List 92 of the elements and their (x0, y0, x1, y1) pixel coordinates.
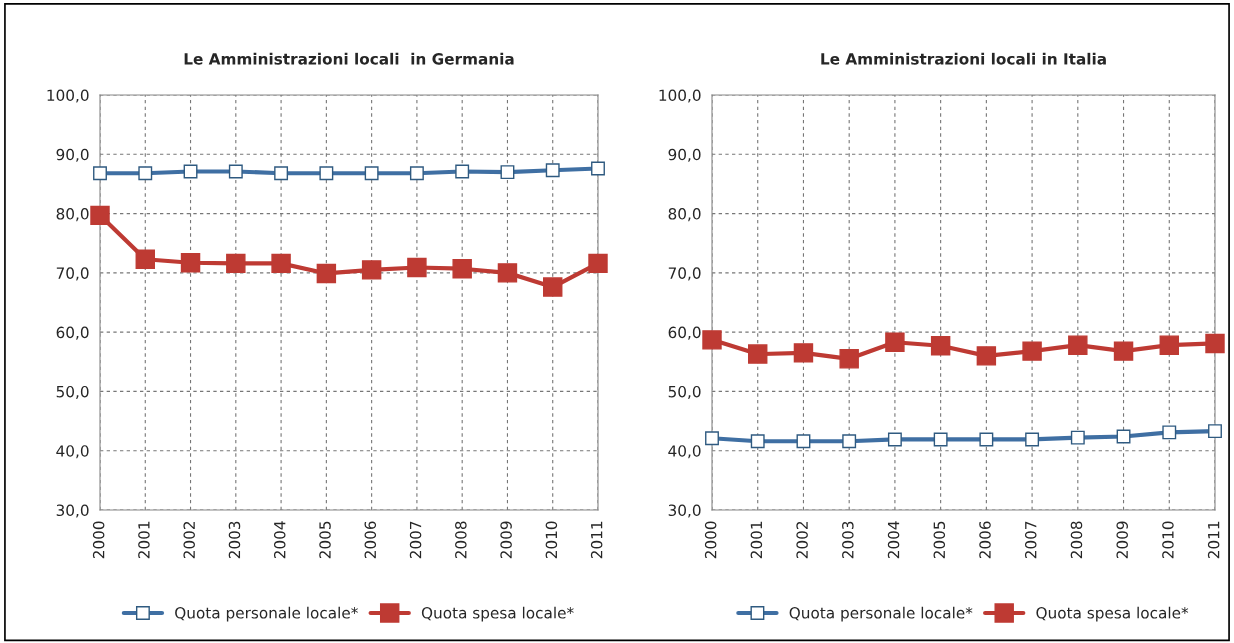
point (976, 346, 997, 366)
point (361, 260, 382, 280)
point (500, 165, 515, 180)
y-tick-label: 30,0 (668, 504, 701, 518)
x-tick-label: 2008 (455, 521, 467, 559)
x-tick-label: 2003 (228, 521, 241, 559)
legend-label: Quota spesa locale* (1036, 606, 1189, 622)
point (135, 249, 155, 269)
y-tick-label: 60,0 (56, 326, 89, 340)
point (793, 343, 814, 363)
x-tick-label: 2003 (842, 521, 854, 559)
y-tick-label: 50,0 (668, 385, 701, 400)
point (796, 434, 811, 449)
y-tick-label: 60,0 (668, 326, 701, 340)
point (93, 166, 107, 181)
y-tick-label: 40,0 (56, 445, 89, 459)
point (748, 344, 768, 364)
point (1025, 432, 1040, 447)
point (842, 434, 857, 449)
point (180, 253, 201, 273)
point (364, 166, 379, 181)
y-tick-label: 40,0 (668, 445, 701, 459)
point (228, 164, 243, 179)
point (933, 432, 948, 447)
point (702, 330, 722, 350)
chart-title: Le Amministrazioni locali in Germania (184, 52, 514, 65)
x-tick-label: 2010 (1162, 521, 1174, 559)
x-tick-label: 2011 (1207, 521, 1220, 559)
x-tick-label: 2001 (750, 521, 763, 559)
point (543, 277, 563, 297)
point (591, 161, 605, 176)
y-tick-label: 90,0 (56, 148, 89, 162)
y-tick-label: 50,0 (56, 385, 89, 400)
x-tick-label: 2002 (796, 521, 808, 559)
x-tick-label: 2004 (273, 521, 286, 559)
x-tick-label: 2008 (1070, 521, 1083, 559)
y-tick-label: 80,0 (668, 208, 701, 222)
point (316, 263, 337, 284)
point (885, 332, 905, 352)
point (705, 431, 719, 446)
point (930, 336, 951, 356)
x-tick-label: 2007 (1024, 521, 1037, 559)
legend-label: Quota personale locale* (789, 606, 973, 622)
legend-label: Quota personale locale* (175, 606, 358, 622)
point (1159, 335, 1179, 355)
y-tick-label: 100,0 (47, 89, 89, 103)
point (138, 166, 153, 181)
point (1022, 341, 1042, 361)
chart-title: Le Amministrazioni locali in Italia (821, 52, 1106, 65)
x-tick-label: 2006 (979, 521, 991, 559)
x-tick-label: 2000 (92, 521, 105, 559)
legend-label: Quota spesa locale* (421, 606, 574, 622)
x-tick-label: 2007 (409, 521, 422, 559)
point (979, 432, 994, 447)
y-tick-label: 80,0 (56, 208, 89, 222)
point (588, 253, 608, 274)
point (271, 253, 291, 274)
point (1205, 333, 1225, 354)
x-tick-label: 2004 (887, 521, 900, 559)
point (1068, 335, 1088, 355)
point (409, 166, 424, 181)
point (545, 163, 560, 178)
point (1070, 430, 1085, 445)
point (455, 164, 470, 179)
point (226, 253, 246, 274)
point (452, 258, 472, 279)
y-tick-label: 30,0 (56, 504, 89, 518)
y-tick-label: 70,0 (56, 267, 89, 281)
x-tick-label: 2011 (590, 521, 603, 559)
point (274, 166, 289, 181)
point (319, 166, 334, 181)
x-tick-label: 2005 (319, 521, 331, 559)
point (887, 432, 902, 447)
point (839, 349, 859, 369)
x-tick-label: 2001 (138, 521, 150, 559)
x-tick-label: 2000 (704, 521, 717, 559)
point (1113, 341, 1134, 361)
point (90, 205, 110, 226)
y-tick-label: 100,0 (659, 89, 701, 103)
y-tick-label: 90,0 (668, 148, 701, 162)
x-tick-label: 2009 (500, 521, 512, 559)
point (497, 263, 518, 283)
point (1208, 424, 1222, 439)
point (750, 434, 765, 449)
x-tick-label: 2009 (1116, 521, 1128, 559)
x-tick-label: 2010 (545, 521, 558, 559)
point (1162, 425, 1177, 440)
y-tick-label: 70,0 (668, 267, 701, 281)
x-tick-label: 2002 (183, 521, 195, 559)
point (407, 257, 427, 278)
x-tick-label: 2005 (933, 521, 946, 559)
x-tick-label: 2006 (364, 521, 377, 559)
